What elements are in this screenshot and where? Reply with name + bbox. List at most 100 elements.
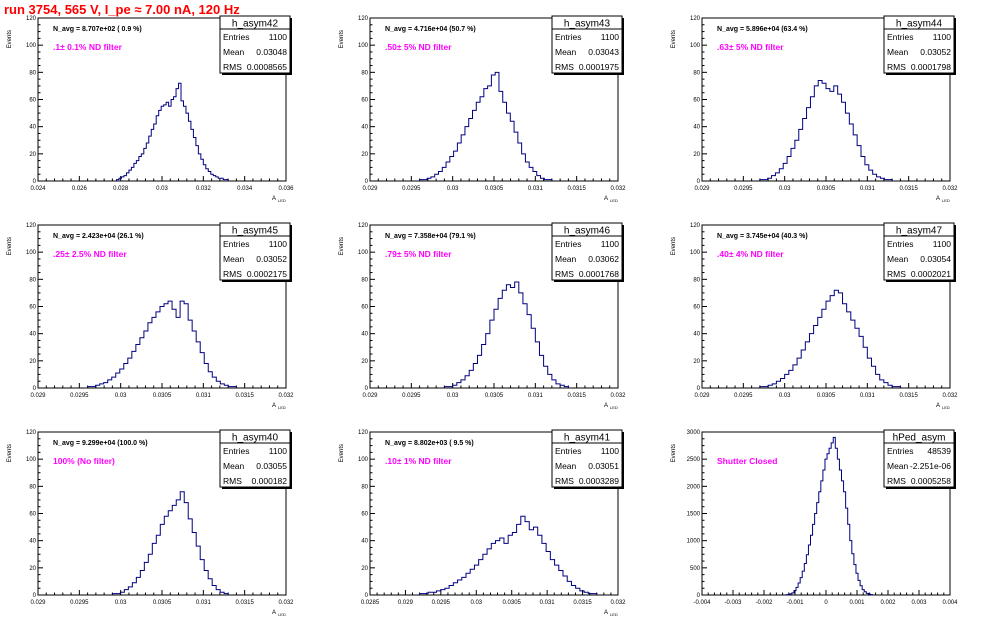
x-tick-label: 0.031	[860, 393, 876, 399]
histogram-line	[759, 289, 901, 388]
y-tick-label: 120	[358, 430, 369, 436]
x-tick-label: 0.031	[860, 186, 876, 192]
filter-label: .40± 4% ND filter	[717, 249, 784, 259]
x-tick-label: 0.0295	[432, 600, 451, 606]
y-tick-label: 40	[693, 125, 700, 131]
x-tick-label: -0.004	[693, 600, 711, 606]
y-tick-label: 120	[358, 16, 369, 22]
x-tick-label: 0.03	[156, 186, 168, 192]
y-tick-label: 0	[365, 593, 369, 599]
x-tick-label: 0.032	[942, 186, 958, 192]
stats-key: Mean	[223, 461, 245, 471]
x-tick-label: 0.03	[779, 393, 791, 399]
x-axis-title-subscript: LED	[942, 405, 950, 410]
y-tick-label: 80	[361, 277, 368, 283]
y-tick-label: 0	[697, 179, 701, 185]
stats-value: 0.0003289	[579, 476, 619, 486]
y-tick-label: 20	[361, 359, 368, 365]
x-tick-label: 0.0295	[70, 393, 89, 399]
x-tick-label: 0.0315	[573, 600, 592, 606]
x-axis-title: A	[604, 196, 608, 202]
stats-key: Entries	[555, 32, 581, 42]
x-tick-label: 0.03	[447, 186, 459, 192]
filter-label: .1± 0.1% ND filter	[53, 42, 123, 52]
filter-label: .10± 1% ND filter	[385, 456, 452, 466]
stats-value: 1100	[933, 239, 952, 249]
stats-value: 48539	[927, 446, 951, 456]
histogram-panel-h_asym45: 0.029 0.0295 0.03 0.0305 0.031 0.0315 0.032 0 20…	[7, 222, 294, 410]
stats-box	[219, 429, 291, 488]
y-tick-label: 80	[693, 70, 700, 76]
stats-value: 0.03055	[256, 461, 287, 471]
x-tick-label: -0.003	[724, 600, 742, 606]
y-tick-label: 40	[29, 125, 36, 131]
x-axis-title: A	[272, 610, 276, 616]
y-tick-label: 120	[26, 16, 37, 22]
filter-label: .50± 5% ND filter	[385, 42, 452, 52]
histogram-panel-h_asym46: 0.029 0.0295 0.03 0.0305 0.031 0.0315 0.032 0 20…	[339, 222, 626, 410]
stats-value: 1100	[601, 239, 620, 249]
histogram-line	[116, 82, 229, 181]
y-tick-label: 1500	[687, 512, 701, 518]
histogram-line	[87, 300, 237, 388]
stats-value: 0.0002021	[911, 269, 951, 279]
y-tick-label: 100	[690, 250, 701, 256]
x-tick-label: 0.0295	[70, 600, 89, 606]
x-tick-label: 0.029	[362, 186, 378, 192]
x-tick-label: 0.0305	[153, 600, 172, 606]
stats-key: Mean	[223, 47, 245, 57]
navg-label: N_avg = 4.716e+04 (50.7 %)	[385, 26, 476, 33]
x-axis-title: A	[604, 610, 608, 616]
x-tick-label: 0.034	[237, 186, 253, 192]
y-tick-label: 80	[361, 484, 368, 490]
x-tick-label: 0.002	[880, 600, 896, 606]
x-tick-label: 0.032	[278, 600, 294, 606]
x-tick-label: 0.0295	[402, 186, 421, 192]
histogram-panel-h_asym43: 0.029 0.0295 0.03 0.0305 0.031 0.0315 0.032 0 20…	[339, 15, 626, 203]
histogram-panel-h_asym44: 0.029 0.0295 0.03 0.0305 0.031 0.0315 0.032 0 20…	[671, 15, 958, 203]
stats-value: 0.0008565	[247, 62, 287, 72]
y-tick-label: 40	[693, 332, 700, 338]
stats-value: 0.0002175	[247, 269, 287, 279]
y-tick-label: 2500	[687, 457, 701, 463]
y-tick-label: 120	[690, 223, 701, 229]
stats-value: 0.0001975	[579, 62, 619, 72]
x-axis-title: A	[272, 403, 276, 409]
y-axis-title: Events	[7, 444, 13, 462]
x-axis-title: A	[604, 403, 608, 409]
stats-key: RMS	[223, 62, 242, 72]
y-tick-label: 60	[693, 305, 700, 311]
x-tick-label: 0.0315	[899, 186, 918, 192]
navg-label: N_avg = 2.423e+04 (26.1 %)	[53, 233, 144, 240]
stats-key: RMS	[223, 476, 242, 486]
stats-key: Mean	[887, 461, 909, 471]
stats-key: Entries	[223, 32, 249, 42]
x-tick-label: 0.036	[278, 186, 294, 192]
x-tick-label: 0.032	[610, 186, 626, 192]
y-tick-label: 0	[697, 593, 701, 599]
x-tick-label: 0.031	[528, 393, 544, 399]
stats-key: Mean	[887, 254, 909, 264]
filter-label: 100% (No filter)	[53, 456, 115, 466]
x-tick-label: 0.0305	[485, 393, 504, 399]
navg-label: N_avg = 7.358e+04 (79.1 %)	[385, 233, 476, 240]
y-tick-label: 0	[33, 179, 37, 185]
stats-box-title: h_asym46	[564, 226, 611, 237]
stats-value: -2.251e-06	[910, 461, 951, 471]
histogram-line	[419, 71, 553, 181]
x-tick-label: 0.0305	[503, 600, 522, 606]
stats-value: 0.0005258	[911, 476, 951, 486]
stats-box-title: h_asym47	[896, 226, 943, 237]
stats-box-title: h_asym44	[896, 19, 943, 30]
x-tick-label: 0.029	[694, 186, 710, 192]
x-tick-label: 0.031	[528, 186, 544, 192]
stats-key: Entries	[887, 239, 913, 249]
stats-key: Entries	[223, 446, 249, 456]
stats-key: Entries	[555, 446, 581, 456]
navg-label: N_avg = 3.745e+04 (40.3 %)	[717, 233, 808, 240]
stats-box	[219, 15, 291, 74]
histogram-panel-h_asym41: 0.0285 0.029 0.0295 0.03 0.0305 0.031 0.0315 0.…	[339, 429, 626, 617]
navg-label: N_avg = 5.896e+04 (63.4 %)	[717, 26, 808, 33]
y-tick-label: 20	[361, 566, 368, 572]
